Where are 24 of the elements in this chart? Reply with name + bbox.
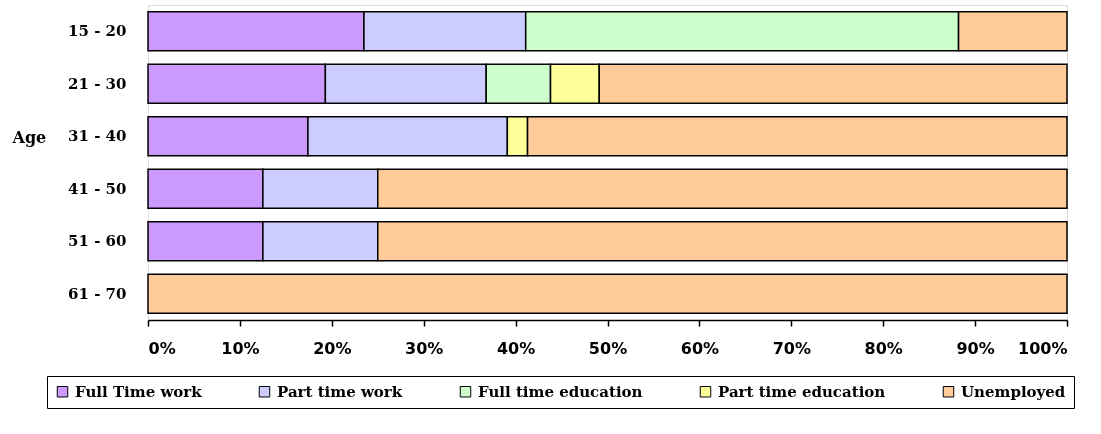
y-tick-label: 15 - 20 [68, 22, 127, 41]
legend-label: Full Time work [75, 382, 203, 401]
x-tick-label: 80% [864, 338, 903, 358]
y-tick-label: 31 - 40 [68, 127, 127, 146]
legend-label: Part time work [277, 382, 403, 401]
x-tick-label: 20% [313, 338, 352, 358]
legend-label: Full time education [478, 382, 643, 401]
x-tick-label: 100% [1018, 338, 1068, 358]
bar [147, 273, 1068, 314]
x-tick-label: 50% [588, 338, 628, 358]
x-tick-label: 90% [956, 338, 995, 358]
legend-label: Unemployed [961, 382, 1066, 401]
x-tick-label: 0% [148, 338, 176, 358]
x-tick-label: 70% [772, 338, 811, 358]
x-tick-label: 40% [496, 338, 536, 358]
y-tick-label: 51 - 60 [68, 232, 127, 251]
y-axis-title: Age [11, 127, 47, 147]
x-tick-label: 30% [405, 338, 444, 358]
x-tick-label: 60% [680, 338, 720, 358]
y-tick-label: 21 - 30 [68, 74, 127, 93]
y-tick-label: 61 - 70 [68, 284, 127, 303]
x-tick-label: 10% [221, 338, 260, 358]
legend-label: Part time education [718, 382, 886, 401]
y-tick-label: 41 - 50 [68, 179, 127, 198]
